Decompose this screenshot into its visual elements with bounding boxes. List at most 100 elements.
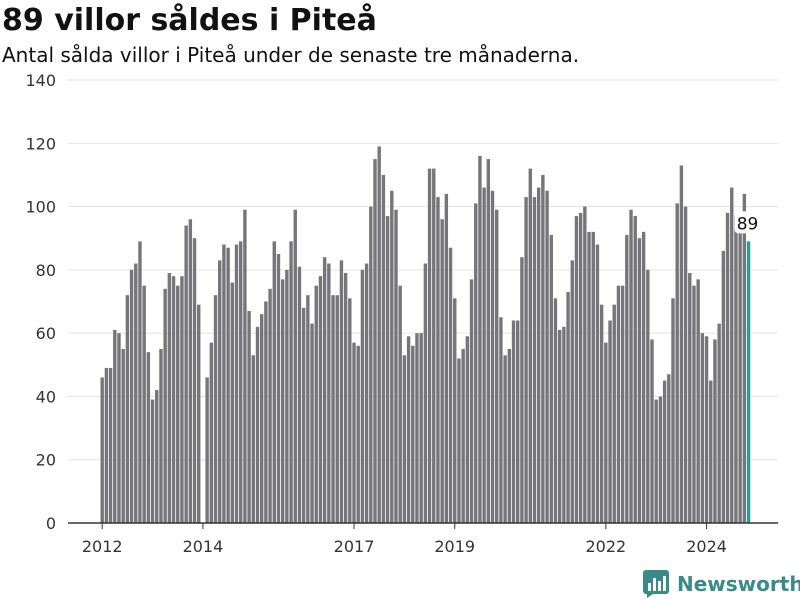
newsworthy-logo: Newsworthy: [643, 568, 800, 600]
bar: [683, 206, 688, 523]
bar: [318, 276, 323, 523]
y-axis-ticks: 0 20 40 60 80 100 120 140: [25, 71, 56, 533]
bar: [427, 168, 432, 523]
bar: [129, 269, 134, 523]
bar: [268, 288, 272, 523]
bar: [352, 342, 356, 523]
bar: [310, 323, 314, 523]
bar: [398, 285, 402, 523]
annotation: 89: [734, 211, 761, 234]
y-tick-label: 60: [36, 324, 56, 343]
bar: [654, 399, 658, 523]
bar: [679, 165, 684, 523]
bar: [440, 219, 444, 524]
bar: [457, 358, 461, 523]
bar: [218, 260, 222, 523]
bar: [495, 209, 499, 524]
bar: [125, 295, 130, 523]
bar: [343, 273, 348, 523]
bar: [541, 174, 545, 523]
bar: [138, 241, 142, 523]
bar: [184, 225, 188, 523]
y-tick-label: 40: [36, 387, 56, 406]
bar: [453, 298, 457, 523]
bar: [608, 320, 612, 523]
bar: [108, 367, 113, 523]
bar: [662, 380, 667, 523]
bar: [176, 285, 180, 523]
y-tick-label: 100: [25, 198, 56, 217]
bar: [360, 269, 365, 523]
bar: [671, 298, 675, 523]
annotation-background: [734, 211, 761, 234]
bar: [637, 238, 642, 523]
bar: [717, 323, 721, 523]
bar: [612, 304, 616, 523]
chart-subtitle: Antal sålda villor i Piteå under de sena…: [2, 43, 580, 67]
bar: [348, 298, 352, 523]
bar: [516, 320, 520, 523]
bar: [423, 263, 428, 523]
bar: [285, 269, 289, 523]
y-tick-label: 120: [25, 134, 56, 153]
x-axis-ticks: 2012 2014 2017 2019 2022 2024: [82, 523, 727, 556]
bar: [213, 295, 218, 523]
bar: [159, 348, 163, 523]
bar: [557, 329, 562, 523]
bar: [583, 206, 587, 523]
bar: [369, 206, 373, 523]
bar: [113, 329, 117, 523]
bar: [692, 285, 696, 523]
bar: [700, 333, 705, 523]
bar: [578, 212, 583, 523]
bar: [239, 241, 243, 523]
bar: [255, 326, 260, 523]
bar: [197, 304, 201, 523]
bar: [461, 348, 465, 523]
bar: [301, 307, 306, 523]
bar: [192, 238, 197, 523]
chart-title: 89 villor såldes i Piteå: [2, 3, 377, 38]
bar: [574, 216, 579, 523]
bar: [448, 247, 453, 523]
highlight-value-label: 89: [737, 214, 759, 234]
bar: [599, 304, 604, 523]
bar: [377, 146, 381, 523]
highlighted-bar: [746, 241, 751, 523]
bar: [478, 155, 482, 523]
bar: [331, 295, 335, 523]
bar: [406, 336, 411, 523]
bar: [436, 197, 440, 523]
y-tick-label: 0: [46, 514, 56, 533]
bar: [381, 174, 386, 523]
bars: [100, 146, 751, 524]
bar: [532, 197, 537, 523]
bar: [738, 228, 742, 523]
bar: [536, 187, 541, 523]
bar: [134, 263, 138, 523]
bar: [150, 399, 155, 523]
bar: [272, 241, 276, 523]
bar: [520, 257, 524, 523]
bar: [390, 190, 394, 523]
bar: [499, 317, 503, 523]
y-tick-label: 80: [36, 261, 56, 280]
bar: [549, 235, 553, 524]
x-tick-label: 2022: [585, 537, 626, 556]
bar: [444, 193, 449, 523]
bar: [364, 263, 369, 523]
bar: [587, 231, 591, 523]
bar: [415, 333, 419, 523]
bar: [314, 285, 318, 523]
bar: [730, 187, 734, 523]
bar: [373, 159, 377, 524]
bar: [188, 219, 193, 524]
bar: [524, 197, 528, 523]
bar: [209, 342, 214, 523]
bar: [104, 367, 109, 523]
bar: [289, 241, 293, 523]
bar: [641, 231, 646, 523]
bar: [507, 348, 512, 523]
bar: [667, 374, 671, 523]
bar: [734, 216, 738, 523]
